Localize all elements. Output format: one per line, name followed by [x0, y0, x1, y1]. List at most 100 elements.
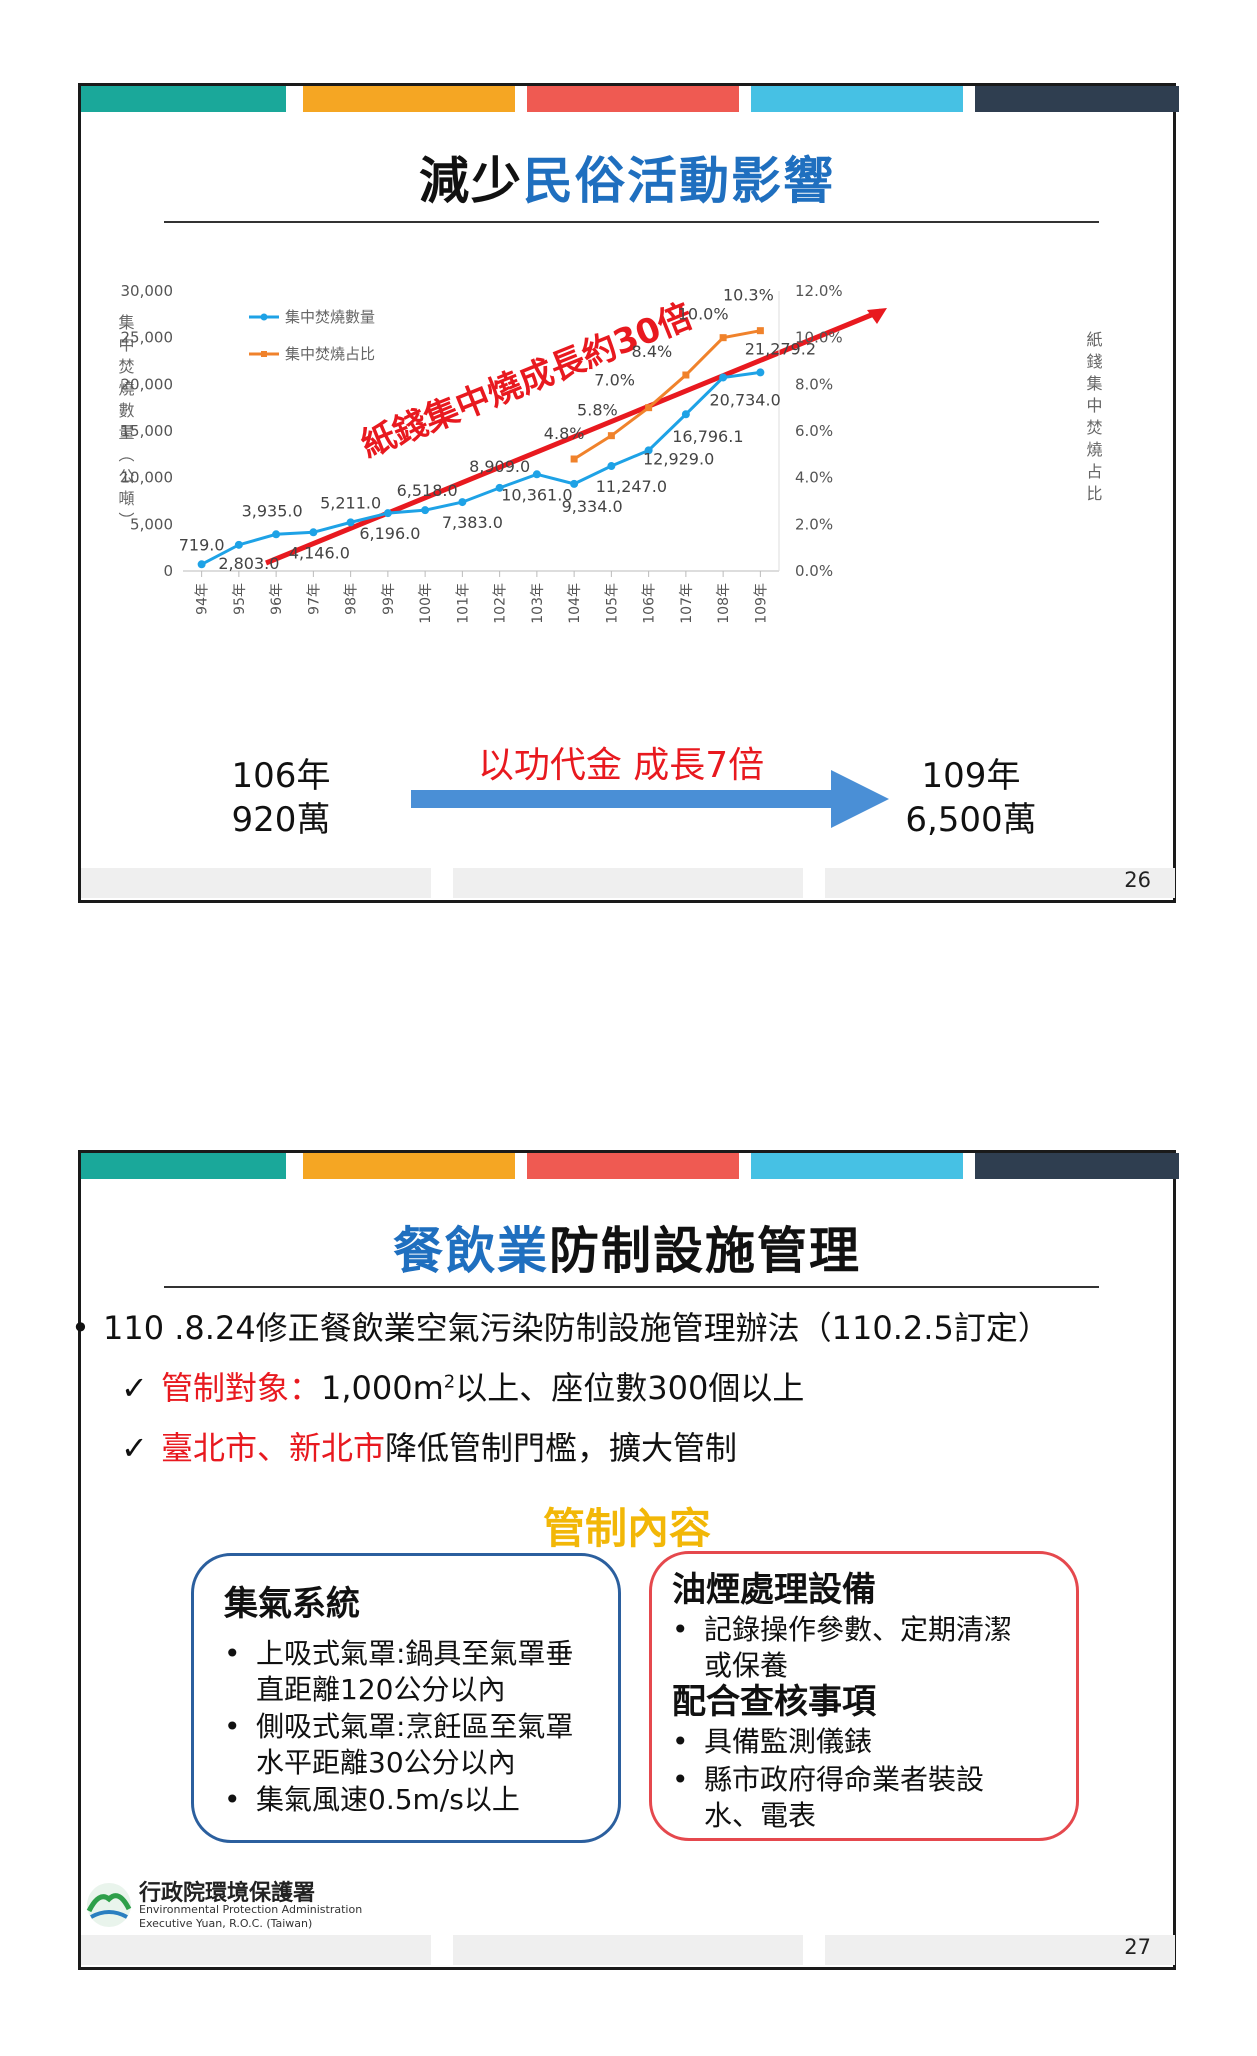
y-tick-label: 20,000: [121, 375, 174, 393]
data-point-count: [570, 479, 579, 488]
logo-text-en2: Executive Yuan, R.O.C. (Taiwan): [139, 1917, 313, 1930]
slide-title: 餐飲業防制設施管理: [81, 1211, 1173, 1283]
data-label-count: 20,734.0: [710, 390, 781, 409]
data-point-count: [234, 540, 243, 549]
check-icon: ✓: [121, 1369, 148, 1407]
epa-logo: 行政院環境保護署 Environmental Protection Admini…: [85, 1873, 375, 1935]
check1-red: 管制對象：: [161, 1369, 322, 1407]
bottom-bar: [81, 1935, 1175, 1965]
growth-seven-label: 以功代金 成長7倍: [477, 745, 765, 786]
data-label-share: 4.8%: [544, 424, 585, 443]
top-color-bar: [81, 86, 1179, 112]
data-label-count: 6,518.0: [397, 481, 458, 500]
x-tick-label: 96年: [269, 583, 285, 615]
box-collection-system: 集氣系統 • 上吸式氣罩:鍋具至氣罩垂直距離120公分以內 • 側吸式氣罩:烹飪區至…: [191, 1553, 621, 1843]
data-label-share: 10.0%: [678, 305, 729, 324]
check2-red: 臺北市、新北市: [161, 1429, 386, 1467]
check-item-1: ✓ 管制對象：1,000m2以上、座位數300個以上: [121, 1363, 804, 1409]
blue-arrow: [411, 770, 889, 828]
x-tick-label: 95年: [232, 583, 248, 615]
data-point-count: [383, 509, 392, 518]
data-label-count: 10,361.0: [501, 485, 572, 504]
y2-axis-title: 紙錢集中焚燒占比: [1084, 331, 1103, 507]
title-divider: [164, 221, 1099, 223]
data-label-share: 7.0%: [594, 371, 635, 390]
check-item-2: ✓ 臺北市、新北市降低管制門檻，擴大管制: [121, 1423, 737, 1469]
x-tick-label: 108年: [716, 583, 732, 624]
y2-tick-label: 12.0%: [795, 282, 843, 300]
chart-frame: 集中焚燒數量（公噸） 紙錢集中焚燒占比 紙錢集中燒成長約30倍 集中焚燒數量 集…: [116, 296, 1103, 566]
data-label-count: 12,929.0: [643, 449, 714, 468]
data-label-share: 8.4%: [632, 342, 673, 361]
data-point-count: [309, 528, 318, 537]
y-tick-label: 25,000: [121, 329, 174, 347]
slide-26: 減少民俗活動影響 集中焚燒數量（公噸） 紙錢集中焚燒占比 紙錢集中燒成長約30倍…: [78, 83, 1179, 903]
data-point-count: [681, 410, 690, 419]
x-tick-label: 97年: [306, 583, 322, 615]
right-stat-amount: 6,500萬: [905, 800, 1037, 840]
data-point-count: [346, 518, 355, 527]
series-line-count: [200, 370, 761, 566]
growth-label: 紙錢集中燒成長約30倍: [356, 296, 699, 465]
legend-label-share: 集中焚燒占比: [285, 345, 375, 363]
x-tick-label: 105年: [604, 583, 620, 624]
data-label-share: 5.8%: [577, 401, 618, 420]
box-right-heading-1: 油煙處理設備: [672, 1570, 876, 1610]
title-part2: 民俗活動影響: [523, 152, 835, 210]
x-tick-label: 106年: [642, 583, 658, 624]
data-point-share: [607, 432, 615, 440]
bullet-dot: •: [71, 1309, 90, 1347]
title-part1: 餐飲業: [393, 1222, 549, 1280]
y2-tick-label: 8.0%: [795, 375, 833, 393]
left-stat-amount: 920萬: [231, 800, 331, 840]
y-tick-label: 15,000: [121, 422, 174, 440]
logo-text-cn: 行政院環境保護署: [139, 1880, 316, 1906]
page-number: 27: [1124, 1935, 1151, 1959]
data-point-count: [197, 560, 206, 569]
title-part1: 減少: [419, 152, 523, 210]
box-left-heading: 集氣系統: [224, 1584, 360, 1624]
blue-arrow-shaft: [411, 790, 831, 808]
data-point-count: [644, 446, 653, 455]
data-label-count: 3,935.0: [242, 501, 303, 520]
right-stat-year: 109年: [921, 756, 1021, 796]
top-color-bar: [81, 1153, 1179, 1179]
x-tick-label: 100年: [418, 583, 434, 624]
box-right-item: • 具備監測儀錶: [672, 1725, 873, 1758]
data-label-count: 4,146.0: [289, 543, 350, 562]
data-point-count: [272, 530, 281, 539]
y2-tick-label: 10.0%: [795, 329, 843, 347]
box-left-item: • 上吸式氣罩:鍋具至氣罩垂直距離120公分以內: [224, 1637, 574, 1706]
left-stat-year: 106年: [231, 756, 331, 796]
check1-sup: 2: [443, 1371, 456, 1393]
check1-text-b: 以上、座位數300個以上: [455, 1369, 805, 1407]
data-point-share: [570, 455, 578, 463]
box-fume-treatment: 油煙處理設備 • 記錄操作參數、定期清潔或保養 配合查核事項 • 具備監測儀錶 • 縣…: [649, 1551, 1079, 1841]
left-stat: 106年 920萬: [201, 754, 361, 842]
data-point-count: [607, 462, 616, 471]
box-right-heading-2: 配合查核事項: [672, 1682, 876, 1722]
epa-emblem-icon: [86, 1883, 132, 1927]
slide-title: 減少民俗活動影響: [81, 141, 1173, 213]
data-point-count: [421, 506, 430, 515]
y2-tick-label: 6.0%: [795, 422, 833, 440]
y-axis-title: 集中焚燒數量（公噸）: [116, 314, 135, 534]
section-heading: 管制內容: [542, 1504, 711, 1553]
x-tick-label: 102年: [493, 583, 509, 624]
main-bullet: • 110 .8.24修正餐飲業空氣污染防制設施管理辦法（110.2.5訂定）: [71, 1303, 1050, 1349]
blue-arrow-head: [831, 770, 889, 828]
slide-27: 餐飲業防制設施管理 • 110 .8.24修正餐飲業空氣污染防制設施管理辦法（11…: [71, 1150, 1179, 1970]
x-tick-label: 103年: [530, 583, 546, 624]
data-label-count: 16,796.1: [672, 427, 743, 446]
data-label-count: 11,247.0: [596, 477, 667, 496]
y-tick-label: 5,000: [130, 515, 173, 533]
data-point-share: [682, 371, 690, 379]
data-label-count: 21,279.2: [745, 339, 816, 358]
line-chart: 集中焚燒數量（公噸） 紙錢集中焚燒占比 紙錢集中燒成長約30倍 集中焚燒數量 集…: [116, 282, 1103, 624]
y2-tick-label: 2.0%: [795, 515, 833, 533]
data-point-count: [756, 368, 765, 377]
series-line-share: [573, 329, 761, 461]
box-right-item: • 縣市政府得命業者裝設水、電表: [672, 1763, 985, 1832]
data-label-count: 9,334.0: [562, 497, 623, 516]
box-left-item: • 側吸式氣罩:烹飪區至氣罩水平距離30公分以內: [224, 1710, 574, 1779]
